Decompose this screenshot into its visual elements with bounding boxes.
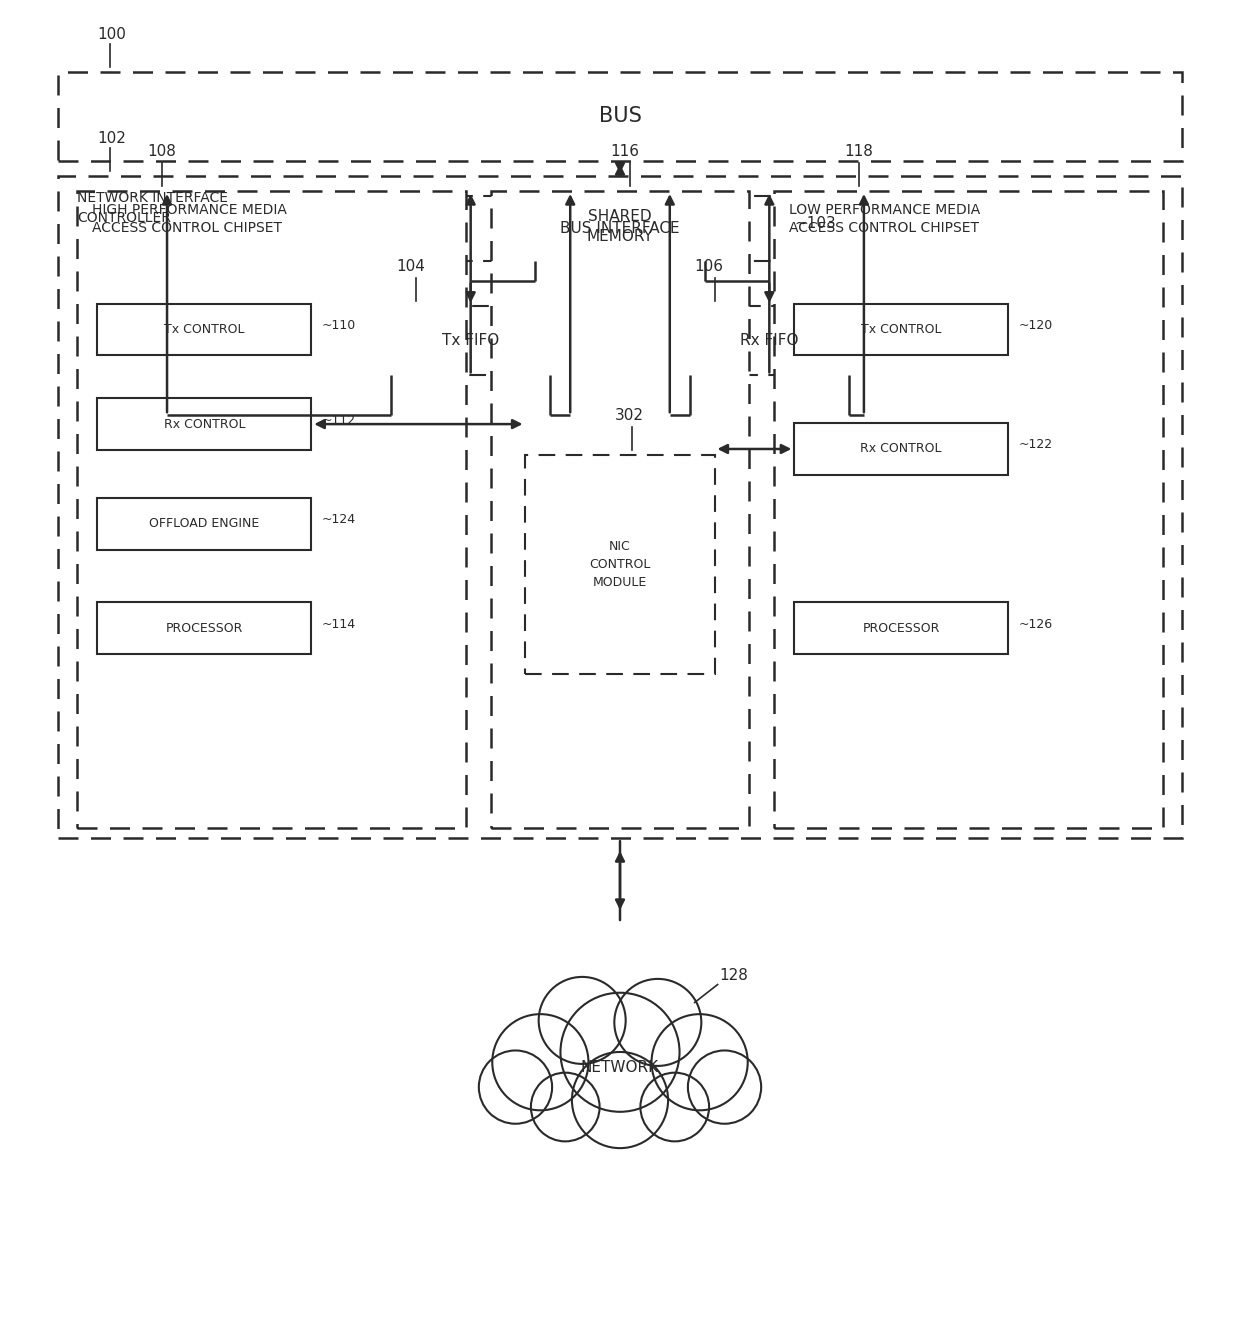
Text: PROCESSOR: PROCESSOR (863, 622, 940, 635)
Bar (456, 196, 784, 261)
Text: Rx CONTROL: Rx CONTROL (861, 443, 942, 455)
Bar (57, 72, 1183, 161)
Bar (57, 176, 1183, 838)
Text: NIC
CONTROL
MODULE: NIC CONTROL MODULE (589, 540, 651, 590)
Text: ~122: ~122 (1018, 439, 1053, 451)
Circle shape (538, 976, 626, 1065)
Bar (794, 304, 1008, 355)
Bar (98, 498, 311, 550)
Circle shape (492, 1014, 589, 1110)
Circle shape (531, 1073, 600, 1142)
Bar (98, 304, 311, 355)
Circle shape (640, 1073, 709, 1142)
Text: OFFLOAD ENGINE: OFFLOAD ENGINE (149, 518, 259, 530)
Text: PROCESSOR: PROCESSOR (166, 622, 243, 635)
Text: Rx FIFO: Rx FIFO (740, 334, 799, 348)
Text: ~103: ~103 (794, 216, 836, 231)
Text: BUS: BUS (599, 107, 641, 127)
Text: NETWORK: NETWORK (580, 1059, 660, 1075)
Text: Tx FIFO: Tx FIFO (441, 334, 500, 348)
Text: HIGH PERFORMANCE MEDIA
ACCESS CONTROL CHIPSET: HIGH PERFORMANCE MEDIA ACCESS CONTROL CH… (92, 203, 288, 236)
Bar (491, 191, 749, 828)
Text: 108: 108 (148, 144, 176, 159)
Circle shape (614, 979, 702, 1066)
Text: 302: 302 (615, 408, 644, 423)
Text: Tx CONTROL: Tx CONTROL (861, 323, 941, 336)
Bar (794, 602, 1008, 654)
Circle shape (688, 1050, 761, 1123)
Text: 116: 116 (610, 144, 639, 159)
Text: Rx CONTROL: Rx CONTROL (164, 418, 246, 431)
Text: ~120: ~120 (1018, 319, 1053, 332)
Bar (98, 399, 311, 450)
Text: 128: 128 (719, 967, 749, 983)
Text: Tx CONTROL: Tx CONTROL (164, 323, 244, 336)
Text: ~124: ~124 (321, 514, 356, 526)
Text: ~112: ~112 (321, 414, 356, 427)
Bar (794, 423, 1008, 475)
Text: ~114: ~114 (321, 618, 356, 631)
Circle shape (560, 992, 680, 1111)
Text: LOW PERFORMANCE MEDIA
ACCESS CONTROL CHIPSET: LOW PERFORMANCE MEDIA ACCESS CONTROL CHI… (789, 203, 981, 236)
Circle shape (479, 1050, 552, 1123)
Bar (526, 455, 714, 674)
Bar (77, 191, 466, 828)
Text: 106: 106 (694, 259, 724, 273)
Text: 102: 102 (98, 131, 126, 147)
Text: 118: 118 (844, 144, 873, 159)
Circle shape (651, 1014, 748, 1110)
Bar (660, 305, 879, 375)
Text: 104: 104 (396, 259, 425, 273)
Bar (98, 602, 311, 654)
Text: ~126: ~126 (1018, 618, 1053, 631)
Text: NETWORK INTERFACE
CONTROLLER: NETWORK INTERFACE CONTROLLER (77, 191, 228, 224)
Text: 100: 100 (98, 27, 126, 41)
Bar (774, 191, 1163, 828)
Text: ~110: ~110 (321, 319, 356, 332)
Circle shape (572, 1053, 668, 1149)
Text: BUS INTERFACE: BUS INTERFACE (560, 221, 680, 236)
Text: SHARED
MEMORY: SHARED MEMORY (587, 209, 653, 244)
Bar (361, 305, 580, 375)
